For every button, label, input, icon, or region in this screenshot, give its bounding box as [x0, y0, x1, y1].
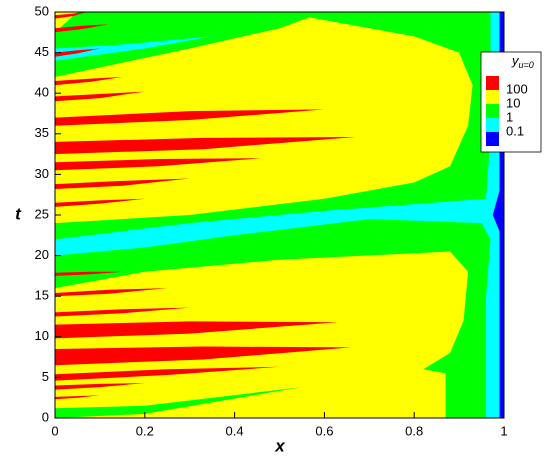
y-tick-label: 30 [35, 166, 49, 181]
legend-label: 10 [506, 95, 520, 110]
y-tick-label: 5 [42, 369, 49, 384]
x-tick-label: 1 [500, 423, 507, 438]
plot-area [55, 12, 504, 418]
contour-region [55, 198, 145, 207]
contour-region [55, 366, 280, 381]
contour-region [55, 12, 500, 418]
x-tick-label: 0.2 [136, 423, 154, 438]
legend-swatch [486, 118, 499, 132]
contour-region [55, 395, 100, 400]
legend-swatch [486, 90, 499, 104]
contour-region [55, 24, 109, 33]
contour-region [55, 346, 352, 366]
legend-title-subscript: u=0 [519, 60, 534, 70]
y-tick-label: 25 [35, 206, 49, 221]
contour-region [55, 383, 145, 390]
x-tick-label: 0.8 [405, 423, 423, 438]
contour-region [55, 48, 100, 57]
y-tick-label: 10 [35, 328, 49, 343]
y-tick-label: 40 [35, 85, 49, 100]
x-axis-label: x [274, 436, 286, 455]
contour-region [55, 307, 190, 317]
legend-label: 100 [506, 81, 528, 96]
legend-title-main: y [511, 53, 520, 68]
x-tick-label: 0 [51, 423, 58, 438]
contour-region [55, 321, 338, 339]
contour-region [55, 91, 145, 102]
contour-region [55, 178, 190, 189]
y-tick-label: 45 [35, 44, 49, 59]
y-tick-label: 50 [35, 3, 49, 18]
legend-swatch [486, 104, 499, 118]
contour-region [55, 12, 325, 77]
y-tick-label: 0 [42, 409, 49, 424]
contour-region [55, 12, 87, 19]
legend-title: yu=0 [511, 53, 534, 70]
y-tick-label: 15 [35, 288, 49, 303]
x-tick-label: 0.4 [226, 423, 244, 438]
contour-region [55, 137, 356, 155]
x-tick-label: 0.6 [315, 423, 333, 438]
contour-region [55, 36, 213, 61]
legend-label: 0.1 [506, 123, 524, 138]
contour-region [55, 109, 325, 126]
legend-label: 1 [506, 109, 513, 124]
y-tick-label: 20 [35, 247, 49, 262]
contour-region [55, 158, 262, 171]
contour-region [55, 77, 123, 86]
contour-region [55, 271, 123, 276]
legend-swatch [486, 132, 499, 146]
contour-region [55, 288, 168, 297]
legend-swatch [486, 76, 499, 90]
y-axis-label: t [15, 204, 22, 223]
y-tick-label: 35 [35, 125, 49, 140]
contour-region [55, 387, 302, 418]
